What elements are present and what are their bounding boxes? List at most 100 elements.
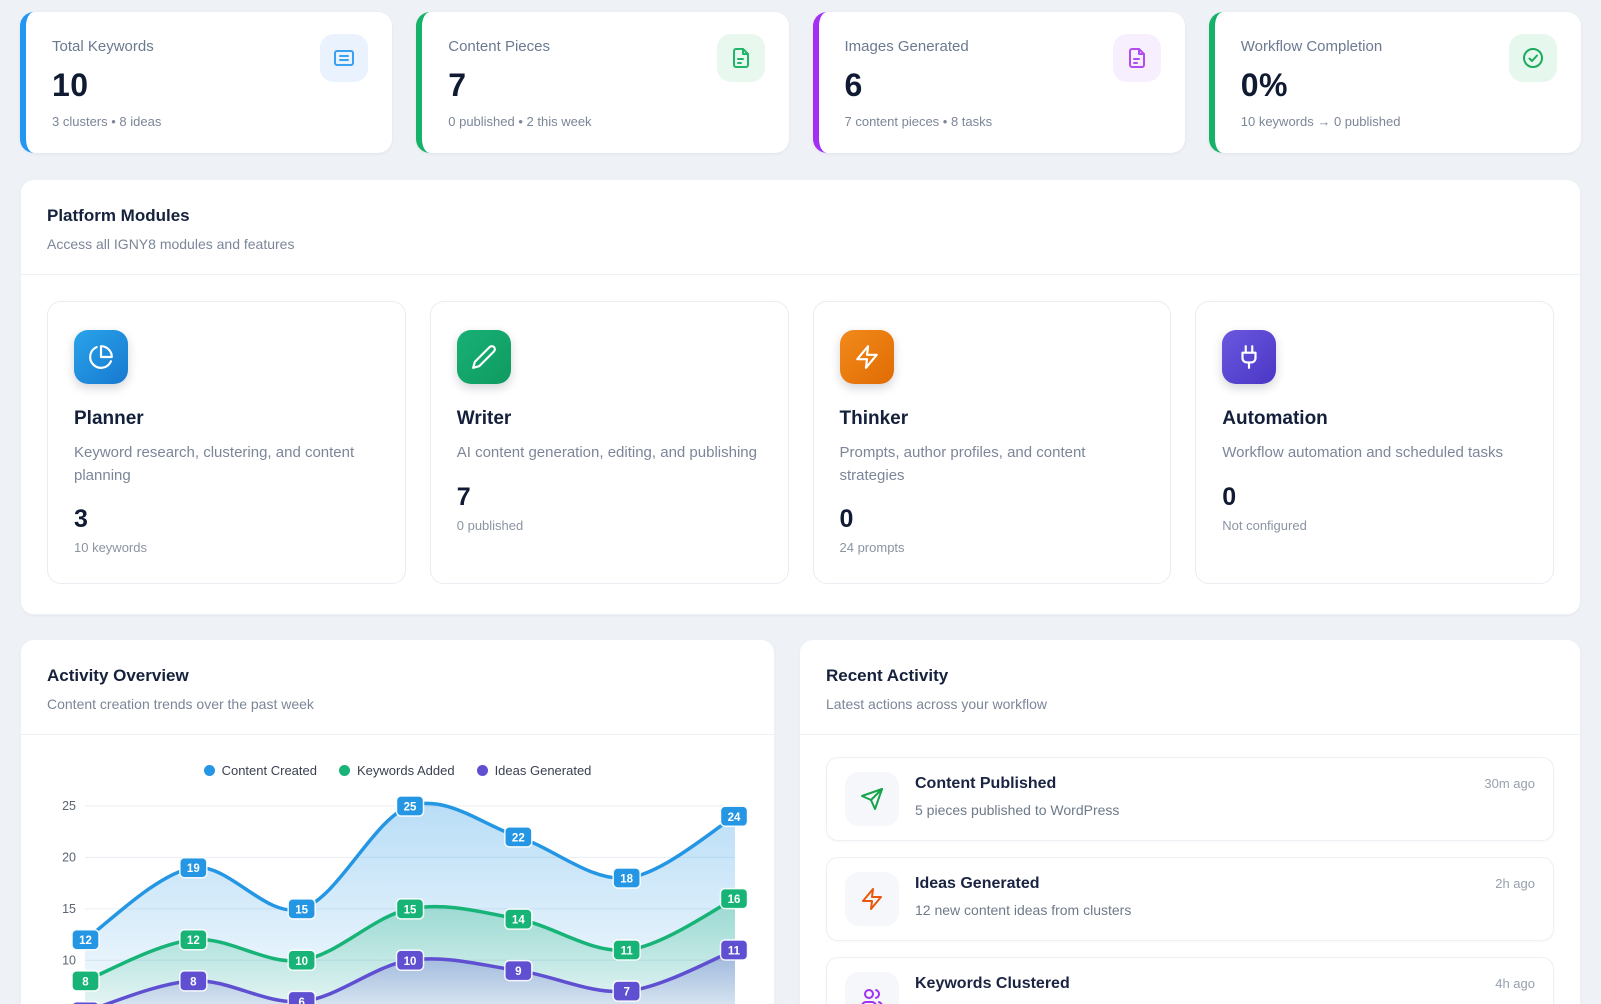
stat-subtext: 10 keywords → 0 published xyxy=(1240,114,1401,129)
legend-dot xyxy=(476,765,488,776)
svg-text:25: 25 xyxy=(404,802,417,814)
recent-activity-panel: Recent Activity Latest actions across yo… xyxy=(799,639,1581,1004)
module-subtext: 0 published xyxy=(456,518,524,533)
module-card-automation[interactable]: Automation Workflow automation and sched… xyxy=(1195,301,1554,584)
legend-item-ideas-generated[interactable]: Ideas Generated xyxy=(476,763,592,778)
platform-modules-header: Platform Modules Access all IGNY8 module… xyxy=(21,180,1580,275)
module-description: Prompts, author profiles, and content st… xyxy=(839,444,1086,484)
svg-text:24: 24 xyxy=(728,812,741,824)
stat-value: 7 xyxy=(448,67,467,103)
svg-text:12: 12 xyxy=(187,935,200,947)
activity-item-body: Keywords Clustered 45 keywords grouped i… xyxy=(915,972,1479,1004)
stat-value: 0% xyxy=(1240,67,1288,103)
activity-chart: Content Created Keywords Added Ideas Gen… xyxy=(21,735,774,1004)
activity-item-ideas-generated[interactable]: Ideas Generated 12 new content ideas fro… xyxy=(826,857,1554,941)
module-value: 0 xyxy=(839,505,854,533)
svg-text:15: 15 xyxy=(404,904,417,916)
stat-title: Total Keywords xyxy=(52,38,154,55)
svg-text:15: 15 xyxy=(62,902,76,916)
pencil-icon xyxy=(456,330,511,384)
svg-text:16: 16 xyxy=(728,894,741,906)
plug-icon xyxy=(1222,330,1277,384)
module-subtext: Not configured xyxy=(1222,518,1307,533)
activity-item-description: 5 pieces published to WordPress xyxy=(915,802,1120,818)
module-name: Planner xyxy=(74,408,144,429)
activity-overview-title: Activity Overview xyxy=(47,666,189,685)
stat-value: 6 xyxy=(844,67,863,103)
recent-activity-list: Content Published 5 pieces published to … xyxy=(800,735,1580,1004)
stat-title: Content Pieces xyxy=(448,38,550,55)
module-value: 7 xyxy=(456,483,471,511)
zap-icon xyxy=(845,872,899,926)
platform-modules-subtitle: Access all IGNY8 modules and features xyxy=(47,236,295,252)
activity-item-body: Ideas Generated 12 new content ideas fro… xyxy=(915,872,1479,926)
activity-item-time: 30m ago xyxy=(1484,776,1535,791)
module-description: Keyword research, clustering, and conten… xyxy=(74,444,355,484)
activity-overview-subtitle: Content creation trends over the past we… xyxy=(47,696,314,712)
module-description: Workflow automation and scheduled tasks xyxy=(1222,444,1503,461)
module-card-writer[interactable]: Writer AI content generation, editing, a… xyxy=(429,301,789,584)
list-icon xyxy=(320,34,369,82)
module-name: Thinker xyxy=(839,408,909,429)
stat-card-images-generated: Images Generated 6 7 content pieces • 8 … xyxy=(812,12,1185,153)
chart-legend: Content Created Keywords Added Ideas Gen… xyxy=(43,763,752,778)
svg-text:8: 8 xyxy=(82,976,89,988)
svg-text:19: 19 xyxy=(187,863,200,875)
svg-text:10: 10 xyxy=(295,956,308,968)
file-icon xyxy=(716,34,765,82)
file-icon xyxy=(1112,34,1161,82)
stats-row: Total Keywords 10 3 clusters • 8 ideas C… xyxy=(20,12,1581,153)
activity-item-title: Keywords Clustered xyxy=(915,975,1070,992)
area-chart: 510152025MonTueWedThuFriSatSun1219152522… xyxy=(62,795,749,1004)
legend-label: Keywords Added xyxy=(356,763,455,778)
legend-item-keywords-added[interactable]: Keywords Added xyxy=(338,763,455,778)
recent-activity-subtitle: Latest actions across your workflow xyxy=(826,696,1047,712)
stat-card-workflow-completion: Workflow Completion 0% 10 keywords → 0 p… xyxy=(1208,12,1581,153)
activity-item-description: 12 new content ideas from clusters xyxy=(915,902,1132,918)
pie-chart-icon xyxy=(74,330,128,384)
stat-subtext: 3 clusters • 8 ideas xyxy=(52,114,162,129)
svg-text:7: 7 xyxy=(623,987,629,999)
stat-card-content-pieces: Content Pieces 7 0 published • 2 this we… xyxy=(416,12,789,153)
activity-overview-panel: Activity Overview Content creation trend… xyxy=(20,639,775,1004)
svg-text:12: 12 xyxy=(79,935,92,947)
svg-text:18: 18 xyxy=(620,874,633,886)
modules-row: Planner Keyword research, clustering, an… xyxy=(21,275,1580,614)
recent-activity-title: Recent Activity xyxy=(826,666,949,685)
recent-activity-header: Recent Activity Latest actions across yo… xyxy=(800,640,1580,735)
legend-label: Content Created xyxy=(221,763,317,778)
svg-text:6: 6 xyxy=(298,997,304,1004)
zap-icon xyxy=(839,330,894,384)
module-card-planner[interactable]: Planner Keyword research, clustering, an… xyxy=(47,301,406,584)
svg-text:11: 11 xyxy=(621,946,634,958)
module-subtext: 10 keywords xyxy=(74,540,147,555)
svg-text:9: 9 xyxy=(515,966,521,978)
activity-item-time: 4h ago xyxy=(1495,976,1535,991)
module-value: 0 xyxy=(1222,483,1237,511)
activity-item-title: Ideas Generated xyxy=(915,875,1040,892)
module-card-thinker[interactable]: Thinker Prompts, author profiles, and co… xyxy=(812,301,1172,584)
svg-text:20: 20 xyxy=(62,850,76,864)
activity-overview-header: Activity Overview Content creation trend… xyxy=(21,640,774,735)
module-name: Automation xyxy=(1222,408,1328,429)
activity-item-keywords-clustered[interactable]: Keywords Clustered 45 keywords grouped i… xyxy=(826,957,1554,1004)
svg-text:10: 10 xyxy=(62,953,76,967)
stat-value: 10 xyxy=(52,67,89,103)
check-circle-icon xyxy=(1509,34,1557,82)
stat-subtext: 0 published • 2 this week xyxy=(448,114,592,129)
activity-item-body: Content Published 5 pieces published to … xyxy=(915,772,1468,826)
users-icon xyxy=(845,972,899,1004)
bottom-row: Activity Overview Content creation trend… xyxy=(20,639,1581,1004)
legend-label: Ideas Generated xyxy=(494,763,592,778)
send-icon xyxy=(845,772,899,826)
platform-modules-panel: Platform Modules Access all IGNY8 module… xyxy=(20,179,1581,615)
legend-item-content-created[interactable]: Content Created xyxy=(203,763,317,778)
svg-text:25: 25 xyxy=(62,799,76,813)
activity-item-title: Content Published xyxy=(915,775,1057,792)
svg-text:22: 22 xyxy=(512,832,525,844)
module-subtext: 24 prompts xyxy=(839,540,905,555)
svg-text:14: 14 xyxy=(512,915,525,927)
stat-subtext: 7 content pieces • 8 tasks xyxy=(844,114,993,129)
activity-item-content-published[interactable]: Content Published 5 pieces published to … xyxy=(826,757,1554,841)
